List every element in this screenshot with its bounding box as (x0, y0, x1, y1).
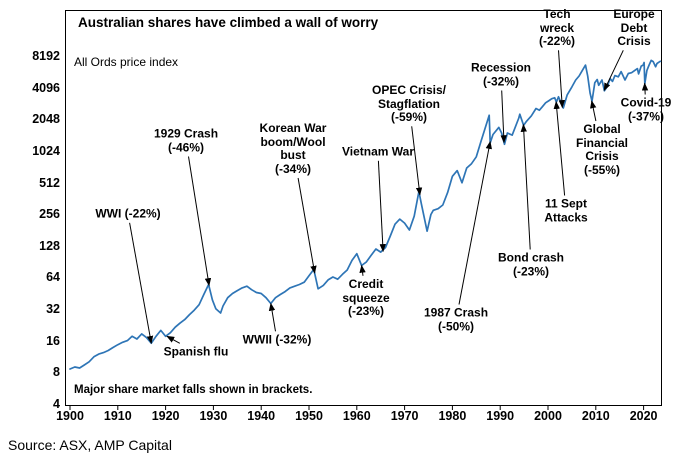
annotation-europe-debt-crisis: Europe Debt Crisis (613, 6, 655, 48)
y-tick-label: 16 (46, 333, 60, 348)
annotation-arrow (268, 302, 276, 332)
x-tick-label: 1980 (438, 409, 467, 423)
annotation-global-financial-crisis: Global Financial Crisis (-55%) (575, 122, 629, 177)
annotation-wwii: WWII (-32%) (242, 332, 312, 347)
annotation-bond-crash: Bond crash (-23%) (497, 250, 565, 278)
annotation-opec-crisis: OPEC Crisis/ Stagflation (-59%) (371, 82, 447, 124)
x-tick-label: 2010 (581, 409, 610, 423)
chart-title: Australian shares have climbed a wall of… (78, 15, 379, 30)
annotation-arrow (129, 222, 154, 344)
y-tick-label: 512 (39, 175, 60, 190)
annotation-arrow (297, 177, 317, 274)
x-tick-label: 1920 (151, 409, 180, 423)
chart-footnote: Major share market falls shown in bracke… (74, 384, 313, 396)
annotation-credit-squeeze: Credit squeeze (-23%) (342, 276, 390, 318)
annotation-arrow (603, 50, 624, 92)
y-tick-label: 2048 (32, 112, 60, 127)
annotation-arrow (377, 160, 386, 253)
annotation-wwi: WWI (-22%) (95, 206, 161, 221)
chart-subtitle: All Ords price index (74, 55, 179, 69)
y-tick-label: 256 (39, 207, 60, 222)
plot-border (65, 10, 662, 406)
x-tick-label: 2000 (534, 409, 562, 423)
y-tick-label: 32 (46, 302, 60, 317)
x-tick-label: 1940 (247, 409, 276, 423)
annotation-arrow (520, 123, 531, 250)
annotation-arrow (458, 140, 492, 305)
annotation-korean-war: Korean War boom/Wool bust (-34%) (259, 121, 327, 176)
y-tick-label: 8192 (32, 48, 60, 63)
annotation-arrow (359, 264, 366, 276)
x-tick-label: 1930 (199, 409, 228, 423)
x-tick-label: 2020 (629, 409, 658, 423)
annotation-arrow (166, 335, 181, 344)
annotation-crash-1987: 1987 Crash (-50%) (423, 305, 489, 333)
annotation-arrow (641, 82, 649, 95)
x-tick-label: 1910 (103, 409, 132, 423)
y-tick-label: 64 (46, 270, 60, 285)
y-tick-label: 4 (53, 397, 60, 411)
annotation-covid-19: Covid-19 (-37%) (620, 95, 672, 123)
annotation-arrow (411, 126, 423, 196)
annotation-arrow (188, 156, 212, 287)
y-tick-label: 128 (39, 238, 60, 253)
y-tick-label: 8 (53, 365, 60, 380)
x-tick-label: 1950 (295, 409, 323, 423)
y-tick-label: 4096 (32, 80, 60, 95)
annotation-arrow (500, 90, 507, 144)
annotation-arrow (558, 50, 566, 109)
source-text: Source: ASX, AMP Capital (8, 437, 172, 453)
annotation-recession: Recession (-32%) (470, 60, 532, 88)
annotation-spanish-flu: Spanish flu (163, 344, 229, 359)
annotation-sept-11-attacks: 11 Sept Attacks (544, 196, 588, 224)
annotation-crash-1929: 1929 Crash (-46%) (153, 126, 219, 154)
annotation-arrow (553, 101, 566, 196)
x-tick-label: 1990 (486, 409, 515, 423)
x-tick-label: 1970 (390, 409, 419, 423)
annotation-vietnam-war: Vietnam War (341, 144, 415, 159)
x-tick-label: 1900 (56, 409, 84, 423)
annotation-arrow (590, 100, 597, 122)
x-tick-label: 1960 (342, 409, 371, 423)
y-tick-label: 1024 (32, 143, 60, 158)
annotation-tech-wreck: Tech wreck (-22%) (538, 6, 576, 48)
